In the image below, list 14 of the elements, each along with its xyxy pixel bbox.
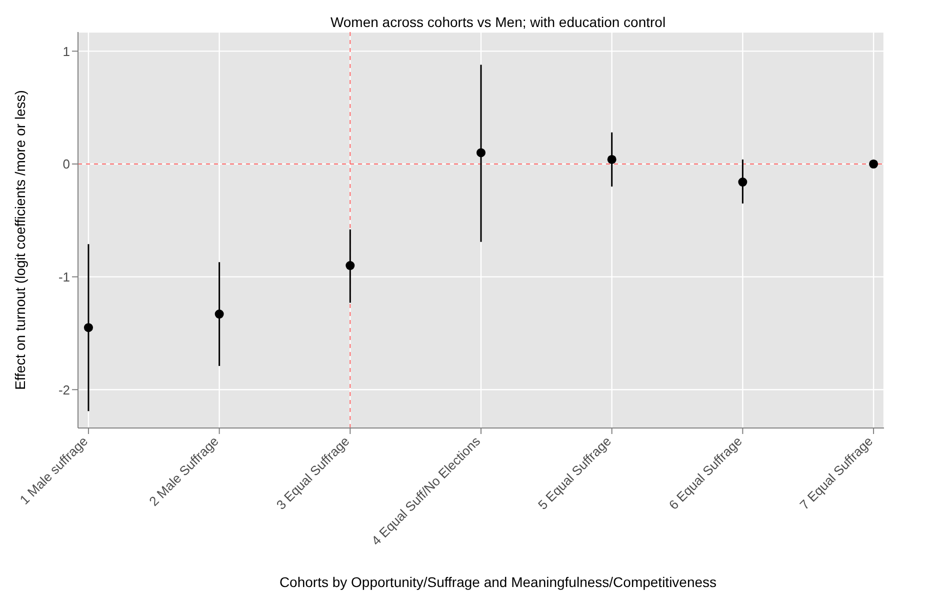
- y-axis-title: Effect on turnout (logit coefficients /more or less): [12, 90, 28, 390]
- point: [346, 261, 355, 270]
- point: [476, 148, 486, 158]
- point: [214, 310, 224, 319]
- point: [84, 323, 93, 332]
- point: [869, 159, 878, 169]
- y-tick-label: 1: [62, 44, 70, 59]
- y-tick-label: -1: [58, 269, 70, 284]
- point: [607, 154, 616, 164]
- point: [738, 178, 748, 187]
- chart-title: Women across cohorts vs Men; with education control: [329, 14, 667, 30]
- y-tick-label: 0: [62, 156, 70, 172]
- y-tick-label: -2: [58, 382, 70, 398]
- x-axis-title: Cohorts by Opportunity/Suffrage and Meaningfulness/Competitiveness: [278, 574, 718, 590]
